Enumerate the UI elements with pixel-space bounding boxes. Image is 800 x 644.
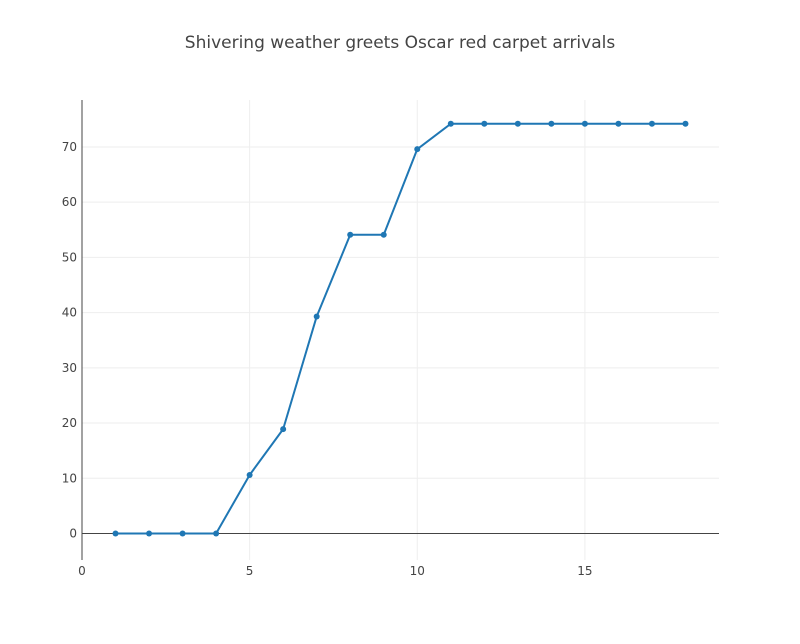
data-point	[548, 120, 555, 127]
chart-title: Shivering weather greets Oscar red carpe…	[184, 33, 616, 53]
y-tick-label: 60	[62, 195, 77, 209]
y-tick-label: 20	[62, 416, 77, 430]
y-tick-label: 50	[62, 250, 77, 264]
data-point	[213, 530, 220, 537]
data-point	[313, 313, 320, 320]
y-tick-label: 40	[62, 306, 77, 320]
data-point	[481, 120, 488, 127]
data-point	[581, 120, 588, 127]
x-tick-label: 0	[78, 564, 86, 578]
data-point	[179, 530, 186, 537]
data-point	[347, 231, 354, 238]
data-point	[615, 120, 622, 127]
y-tick-label: 70	[62, 140, 77, 154]
data-point	[447, 120, 454, 127]
series-line	[115, 122, 686, 535]
data-point	[280, 426, 287, 433]
x-tick-label: 10	[410, 564, 425, 578]
x-tick-label: 5	[246, 564, 254, 578]
data-point	[246, 471, 253, 478]
y-tick-label: 30	[62, 361, 77, 375]
data-point	[380, 231, 387, 238]
data-point	[514, 120, 521, 127]
y-tick-label: 10	[62, 471, 77, 485]
data-point	[648, 120, 655, 127]
y-tick-label: 0	[69, 526, 77, 540]
data-point	[414, 146, 421, 153]
x-tick-label: 15	[577, 564, 592, 578]
data-point	[112, 530, 119, 537]
data-point	[682, 120, 689, 127]
data-point	[146, 530, 153, 537]
